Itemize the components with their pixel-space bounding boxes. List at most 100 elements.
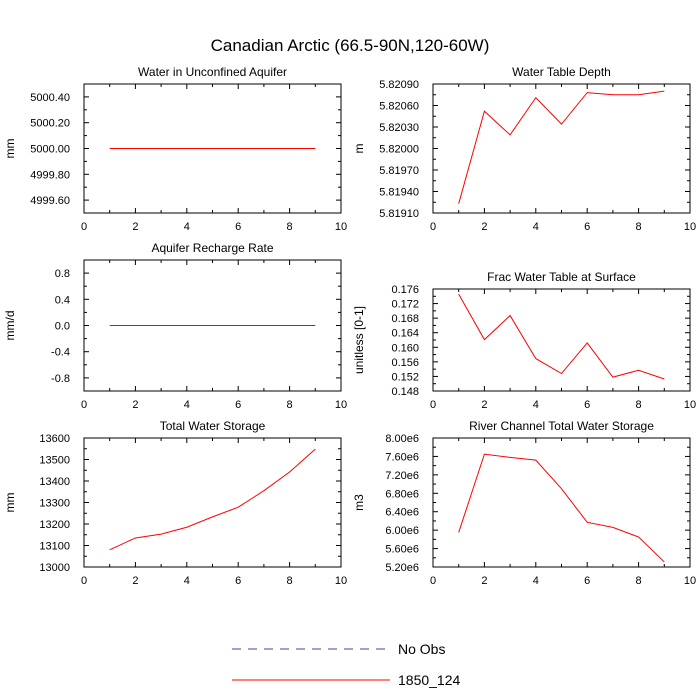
chart-water-table-depth-ytick-label: 5.81910 xyxy=(379,208,419,220)
chart-total-water-storage-ytick-label: 13500 xyxy=(39,455,70,467)
chart-water-table-depth-title: Water Table Depth xyxy=(512,65,611,79)
chart-water-in-unconfined-aquifer: Water in Unconfined Aquifer mm 0 2 4 6 8 10 4999… xyxy=(3,65,347,233)
chart-total-water-storage-xtick-label: 6 xyxy=(235,575,241,587)
legend-label-no-obs: No Obs xyxy=(398,641,445,657)
chart-river-channel-total-water-storage-ytick-label: 6.40e6 xyxy=(385,507,419,519)
chart-total-water-storage-frame xyxy=(83,437,342,568)
chart-water-table-depth-frame xyxy=(432,83,691,214)
panels-group: Water in Unconfined Aquifer mm 0 2 4 6 8 10 4999… xyxy=(3,65,696,587)
chart-frac-water-table-at-surface-series-1850-124 xyxy=(458,293,665,380)
chart-total-water-storage-xtick-label: 4 xyxy=(184,575,190,587)
chart-water-in-unconfined-aquifer-title: Water in Unconfined Aquifer xyxy=(138,65,287,79)
chart-total-water-storage: Total Water Storage mm 0 2 4 6 8 10 13000 13100 13… xyxy=(3,419,347,587)
chart-water-table-depth-xtick-label: 2 xyxy=(481,221,487,233)
chart-total-water-storage-series-1850-124 xyxy=(109,448,316,551)
chart-water-in-unconfined-aquifer-ytick-label: 5000.40 xyxy=(30,92,70,104)
chart-total-water-storage-xtick-label: 8 xyxy=(287,575,293,587)
chart-water-table-depth: Water Table Depth m 0 2 4 6 8 10 5.81910 5.81940 5… xyxy=(352,65,696,233)
chart-river-channel-total-water-storage-ytick-label: 6.00e6 xyxy=(385,525,419,537)
chart-aquifer-recharge-rate-ylabel: mm/d xyxy=(3,311,17,341)
chart-river-channel-total-water-storage: River Channel Total Water Storage m3 0 2 4 6 8… xyxy=(352,419,696,587)
chart-water-table-depth-xtick-label: 8 xyxy=(636,221,642,233)
chart-frac-water-table-at-surface-xtick-label: 4 xyxy=(533,399,539,411)
chart-frac-water-table-at-surface-title: Frac Water Table at Surface xyxy=(487,270,636,284)
chart-river-channel-total-water-storage-ylabel: m3 xyxy=(352,494,366,511)
chart-total-water-storage-title: Total Water Storage xyxy=(160,419,266,433)
chart-water-table-depth-ytick-label: 5.82060 xyxy=(379,101,419,113)
chart-water-in-unconfined-aquifer-ylabel: mm xyxy=(3,139,17,159)
chart-river-channel-total-water-storage-ytick-label: 5.60e6 xyxy=(385,544,419,556)
chart-river-channel-total-water-storage-ytick-label: 7.60e6 xyxy=(385,451,419,463)
chart-frac-water-table-at-surface-ytick-label: 0.156 xyxy=(391,357,419,369)
chart-river-channel-total-water-storage-series-1850-124 xyxy=(458,453,665,563)
chart-river-channel-total-water-storage-title: River Channel Total Water Storage xyxy=(469,419,654,433)
chart-total-water-storage-ytick-label: 13200 xyxy=(39,519,70,531)
chart-frac-water-table-at-surface-ylabel: unitless [0-1] xyxy=(352,306,366,374)
chart-aquifer-recharge-rate-ytick-label: 0.0 xyxy=(55,321,70,333)
chart-aquifer-recharge-rate-xtick-label: 10 xyxy=(335,399,347,411)
chart-aquifer-recharge-rate-xtick-label: 2 xyxy=(132,399,138,411)
chart-water-in-unconfined-aquifer-xtick-label: 2 xyxy=(132,221,138,233)
chart-water-in-unconfined-aquifer-ytick-label: 4999.80 xyxy=(30,169,70,181)
chart-water-table-depth-series-1850-124 xyxy=(458,90,665,204)
chart-aquifer-recharge-rate-ytick-label: 0.4 xyxy=(55,294,70,306)
chart-river-channel-total-water-storage-frame xyxy=(432,437,691,568)
chart-river-channel-total-water-storage-xtick-label: 10 xyxy=(684,575,696,587)
chart-water-table-depth-ylabel: m xyxy=(352,144,366,154)
chart-water-table-depth-ytick-label: 5.82090 xyxy=(379,79,419,91)
chart-river-channel-total-water-storage-xtick-label: 2 xyxy=(481,575,487,587)
chart-total-water-storage-ylabel: mm xyxy=(3,493,17,513)
chart-total-water-storage-ytick-label: 13400 xyxy=(39,476,70,488)
chart-water-in-unconfined-aquifer-ytick-label: 4999.60 xyxy=(30,195,70,207)
chart-frac-water-table-at-surface: Frac Water Table at Surface unitless [0-1… xyxy=(352,270,696,411)
chart-aquifer-recharge-rate-title: Aquifer Recharge Rate xyxy=(151,241,273,255)
chart-aquifer-recharge-rate-xtick-label: 8 xyxy=(287,399,293,411)
chart-water-table-depth-xtick-label: 6 xyxy=(584,221,590,233)
chart-water-in-unconfined-aquifer-xtick-label: 0 xyxy=(81,221,87,233)
chart-water-in-unconfined-aquifer-ytick-label: 5000.00 xyxy=(30,144,70,156)
chart-frac-water-table-at-surface-ytick-label: 0.152 xyxy=(391,371,419,383)
chart-water-in-unconfined-aquifer-xtick-label: 10 xyxy=(335,221,347,233)
chart-frac-water-table-at-surface-ytick-label: 0.164 xyxy=(391,328,419,340)
chart-total-water-storage-ytick-label: 13600 xyxy=(39,433,70,445)
chart-frac-water-table-at-surface-ytick-label: 0.172 xyxy=(391,299,419,311)
chart-total-water-storage-ytick-label: 13100 xyxy=(39,541,70,553)
chart-aquifer-recharge-rate-xtick-label: 6 xyxy=(235,399,241,411)
chart-frac-water-table-at-surface-ytick-label: 0.176 xyxy=(391,284,419,296)
chart-water-table-depth-ytick-label: 5.81970 xyxy=(379,165,419,177)
chart-river-channel-total-water-storage-ytick-label: 5.20e6 xyxy=(385,562,419,574)
chart-river-channel-total-water-storage-xtick-label: 6 xyxy=(584,575,590,587)
legend-label-1850-124: 1850_124 xyxy=(398,672,461,688)
chart-frac-water-table-at-surface-ytick-label: 0.168 xyxy=(391,313,419,325)
chart-aquifer-recharge-rate-ytick-label: 0.8 xyxy=(55,268,70,280)
chart-frac-water-table-at-surface-xtick-label: 0 xyxy=(430,399,436,411)
chart-frac-water-table-at-surface-xtick-label: 2 xyxy=(481,399,487,411)
chart-river-channel-total-water-storage-ytick-label: 6.80e6 xyxy=(385,488,419,500)
chart-frac-water-table-at-surface-xtick-label: 10 xyxy=(684,399,696,411)
legend: No Obs 1850_124 xyxy=(232,641,461,688)
chart-frac-water-table-at-surface-ytick-label: 0.148 xyxy=(391,386,419,398)
chart-water-in-unconfined-aquifer-xtick-label: 8 xyxy=(287,221,293,233)
chart-water-table-depth-ytick-label: 5.82030 xyxy=(379,122,419,134)
chart-water-table-depth-ytick-label: 5.82000 xyxy=(379,144,419,156)
chart-aquifer-recharge-rate-ytick-label: -0.8 xyxy=(51,373,70,385)
chart-aquifer-recharge-rate-ytick-label: -0.4 xyxy=(51,347,70,359)
chart-total-water-storage-ytick-label: 13300 xyxy=(39,498,70,510)
chart-frac-water-table-at-surface-ytick-label: 0.160 xyxy=(391,342,419,354)
chart-river-channel-total-water-storage-ytick-label: 8.00e6 xyxy=(385,433,419,445)
chart-aquifer-recharge-rate-xtick-label: 4 xyxy=(184,399,190,411)
chart-water-table-depth-xtick-label: 4 xyxy=(533,221,539,233)
chart-water-table-depth-xtick-label: 10 xyxy=(684,221,696,233)
chart-total-water-storage-xtick-label: 0 xyxy=(81,575,87,587)
figure-title: Canadian Arctic (66.5-90N,120-60W) xyxy=(211,36,490,55)
chart-aquifer-recharge-rate: Aquifer Recharge Rate mm/d 0 2 4 6 8 10 -0.8 -0.4… xyxy=(3,241,347,411)
chart-frac-water-table-at-surface-frame xyxy=(432,288,691,392)
chart-aquifer-recharge-rate-xtick-label: 0 xyxy=(81,399,87,411)
chart-water-in-unconfined-aquifer-ytick-label: 5000.20 xyxy=(30,118,70,130)
chart-total-water-storage-ytick-label: 13000 xyxy=(39,562,70,574)
chart-water-table-depth-xtick-label: 0 xyxy=(430,221,436,233)
chart-water-table-depth-ytick-label: 5.81940 xyxy=(379,187,419,199)
chart-water-in-unconfined-aquifer-xtick-label: 4 xyxy=(184,221,190,233)
chart-frac-water-table-at-surface-xtick-label: 8 xyxy=(636,399,642,411)
